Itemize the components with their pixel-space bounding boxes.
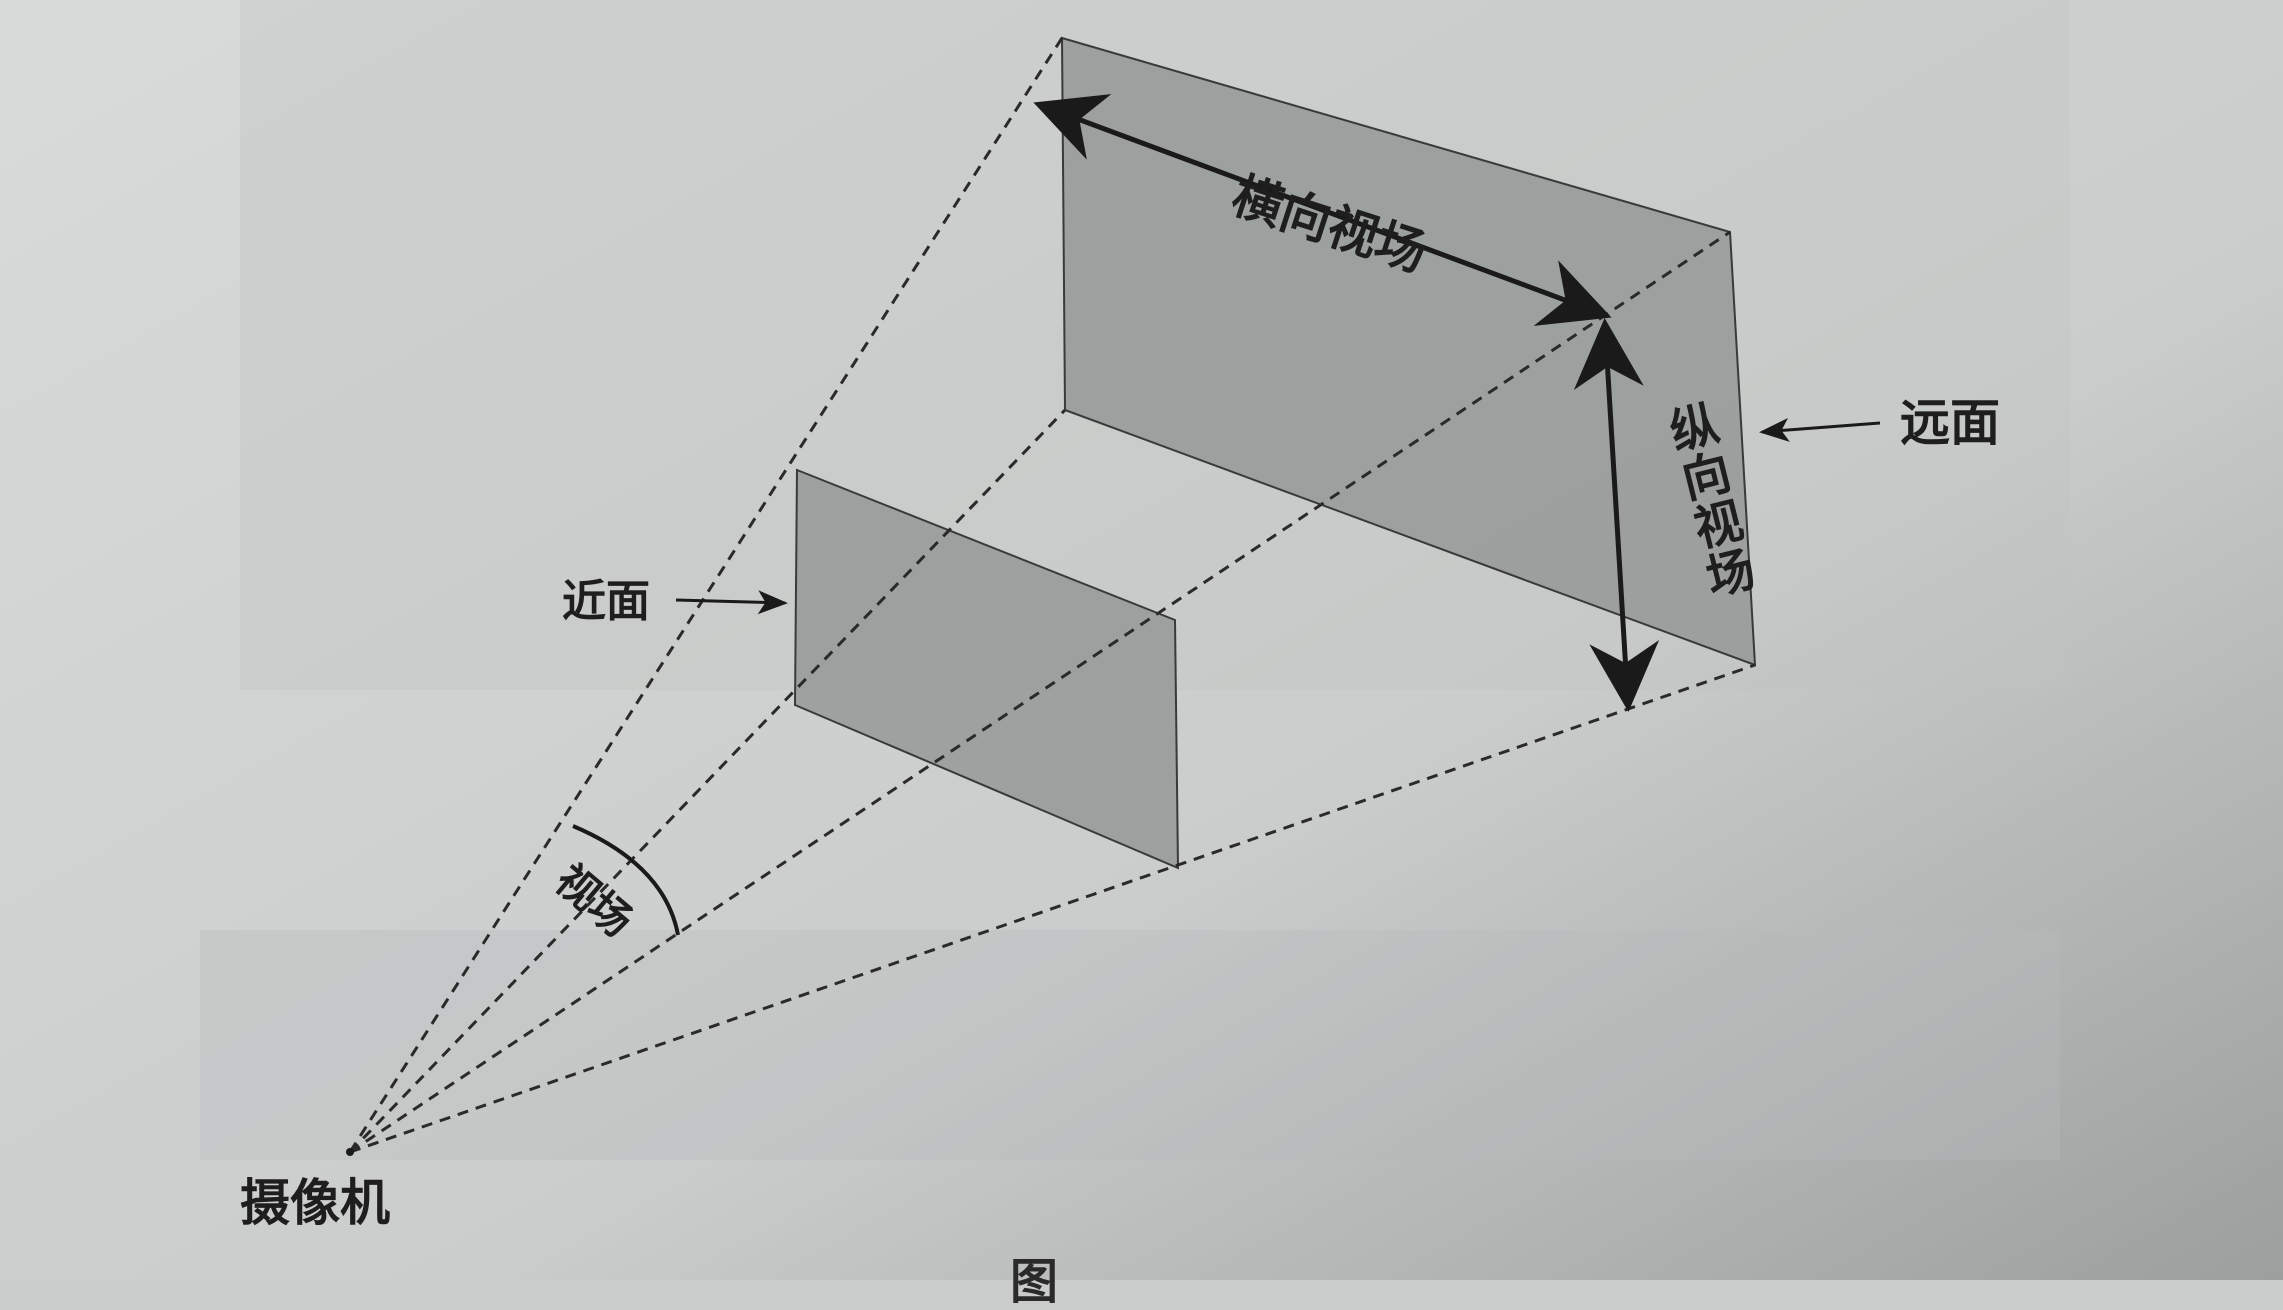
fov-angle-arc bbox=[572, 824, 680, 936]
camera-point bbox=[346, 1148, 354, 1156]
near-plane-label: 近面 bbox=[562, 576, 650, 627]
near-plane bbox=[793, 468, 1180, 870]
figure-caption: 图 bbox=[1010, 1254, 1059, 1310]
bleed-through-block bbox=[200, 930, 2060, 1160]
frustum-edge-top-right bbox=[349, 230, 1731, 1154]
camera-label: 摄像机 bbox=[240, 1174, 390, 1232]
frustum-edge-bottom-right bbox=[349, 663, 1756, 1154]
near-plane-pointer bbox=[675, 590, 788, 615]
vertical-fov-arrow bbox=[1573, 318, 1660, 712]
far-plane-pointer bbox=[1759, 417, 1881, 442]
far-plane-label: 远面 bbox=[1900, 394, 2000, 452]
frustum-edges bbox=[348, 37, 1756, 1154]
horizontal-fov-arrow bbox=[1033, 94, 1612, 326]
frustum-edge-bottom-left bbox=[348, 408, 1067, 1154]
diagram-canvas bbox=[0, 0, 2283, 1280]
